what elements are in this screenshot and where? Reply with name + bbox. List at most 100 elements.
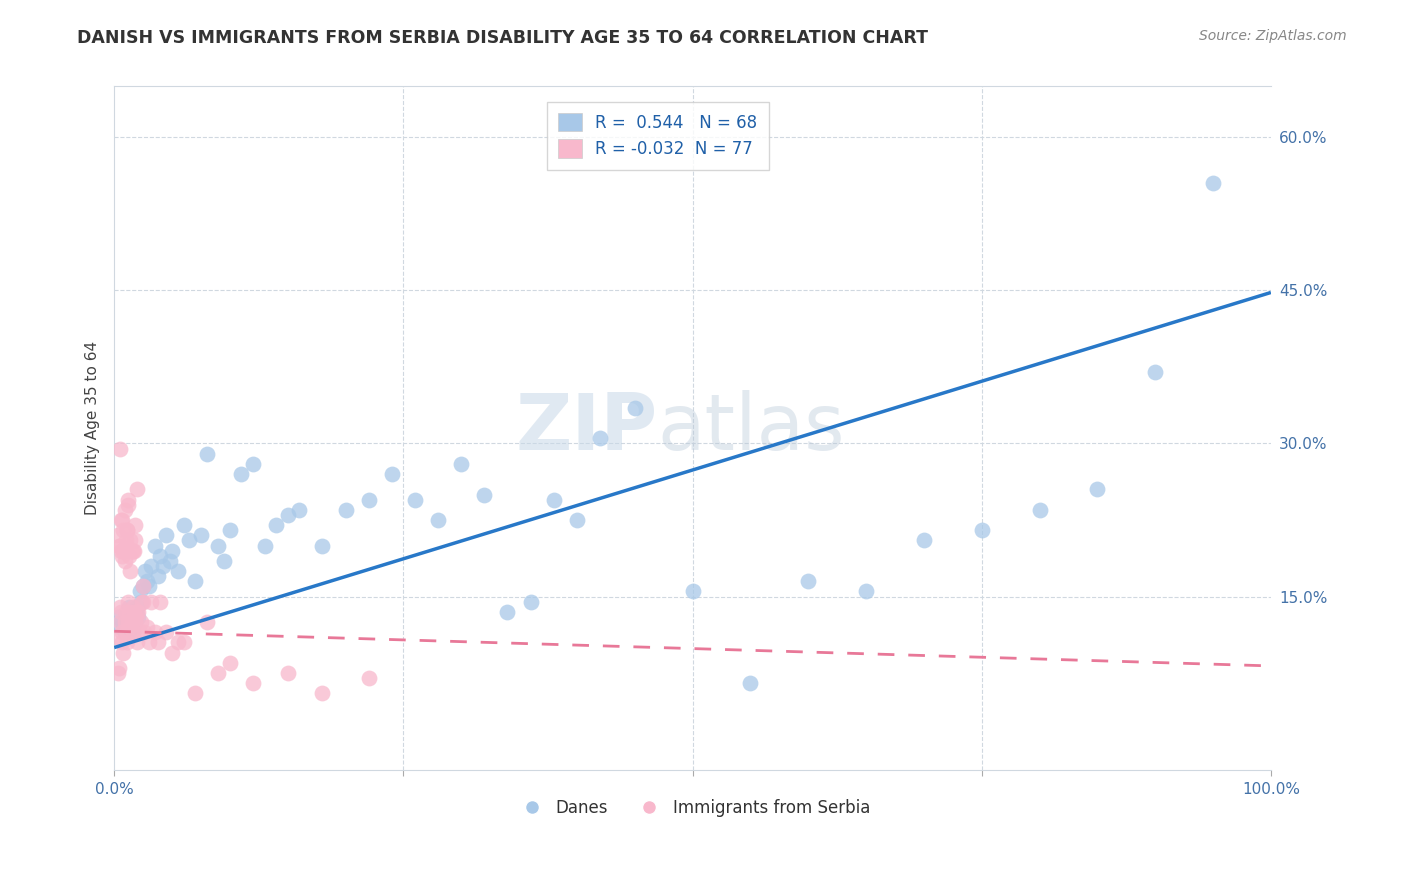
Point xyxy=(124,615,146,629)
Point xyxy=(114,533,136,548)
Point xyxy=(195,447,218,461)
Point xyxy=(108,620,131,634)
Point xyxy=(121,599,143,614)
Point xyxy=(565,513,588,527)
Point xyxy=(111,625,134,640)
Text: ZIP: ZIP xyxy=(516,390,658,467)
Point xyxy=(114,605,136,619)
Point xyxy=(496,605,519,619)
Point xyxy=(589,431,612,445)
Point xyxy=(120,620,142,634)
Point xyxy=(135,620,157,634)
Point xyxy=(114,539,136,553)
Point xyxy=(141,594,163,608)
Point xyxy=(146,635,169,649)
Text: Source: ZipAtlas.com: Source: ZipAtlas.com xyxy=(1199,29,1347,43)
Point xyxy=(122,610,145,624)
Point xyxy=(381,467,404,481)
Point xyxy=(107,666,129,681)
Point xyxy=(149,549,172,563)
Point xyxy=(218,523,240,537)
Point xyxy=(115,523,138,537)
Point xyxy=(131,594,153,608)
Point xyxy=(242,457,264,471)
Point xyxy=(127,635,149,649)
Point xyxy=(111,635,134,649)
Point xyxy=(146,569,169,583)
Point xyxy=(190,528,212,542)
Point xyxy=(114,625,136,640)
Point xyxy=(184,574,207,589)
Point xyxy=(115,523,138,537)
Point xyxy=(682,584,704,599)
Point xyxy=(149,594,172,608)
Point xyxy=(184,686,207,700)
Point xyxy=(127,605,149,619)
Point xyxy=(160,646,183,660)
Point xyxy=(155,625,177,640)
Point xyxy=(122,605,145,619)
Point xyxy=(112,523,135,537)
Point xyxy=(121,625,143,640)
Point xyxy=(623,401,645,415)
Point xyxy=(115,635,138,649)
Point xyxy=(173,518,195,533)
Point xyxy=(128,625,150,640)
Point xyxy=(277,508,299,522)
Point xyxy=(543,492,565,507)
Point xyxy=(110,513,132,527)
Point xyxy=(1087,483,1109,497)
Point xyxy=(311,686,333,700)
Point xyxy=(128,584,150,599)
Point xyxy=(120,533,142,548)
Point xyxy=(357,671,380,685)
Point xyxy=(111,513,134,527)
Point xyxy=(519,594,541,608)
Point xyxy=(159,554,181,568)
Point xyxy=(253,539,276,553)
Point xyxy=(357,492,380,507)
Point xyxy=(1202,176,1225,190)
Point xyxy=(129,594,152,608)
Point xyxy=(124,518,146,533)
Point xyxy=(127,483,149,497)
Point xyxy=(797,574,820,589)
Point xyxy=(118,599,141,614)
Point xyxy=(108,599,131,614)
Point xyxy=(155,528,177,542)
Point xyxy=(127,599,149,614)
Point xyxy=(427,513,450,527)
Point xyxy=(117,615,139,629)
Point xyxy=(143,625,166,640)
Point xyxy=(207,666,229,681)
Point xyxy=(166,564,188,578)
Point xyxy=(108,442,131,456)
Point xyxy=(114,610,136,624)
Point xyxy=(120,605,142,619)
Point xyxy=(143,539,166,553)
Point xyxy=(112,543,135,558)
Point xyxy=(108,539,131,553)
Point xyxy=(121,543,143,558)
Point xyxy=(1028,503,1050,517)
Point xyxy=(152,558,174,573)
Point xyxy=(112,646,135,660)
Y-axis label: Disability Age 35 to 64: Disability Age 35 to 64 xyxy=(86,341,100,516)
Point xyxy=(472,487,495,501)
Point xyxy=(129,615,152,629)
Legend: Danes, Immigrants from Serbia: Danes, Immigrants from Serbia xyxy=(509,792,877,823)
Point xyxy=(132,579,155,593)
Point xyxy=(124,533,146,548)
Point xyxy=(132,594,155,608)
Point xyxy=(166,635,188,649)
Point xyxy=(264,518,287,533)
Point xyxy=(855,584,877,599)
Point xyxy=(117,498,139,512)
Point xyxy=(335,503,357,517)
Point xyxy=(125,610,148,624)
Point xyxy=(114,503,136,517)
Point xyxy=(108,615,131,629)
Point xyxy=(111,549,134,563)
Point xyxy=(138,635,160,649)
Point xyxy=(110,543,132,558)
